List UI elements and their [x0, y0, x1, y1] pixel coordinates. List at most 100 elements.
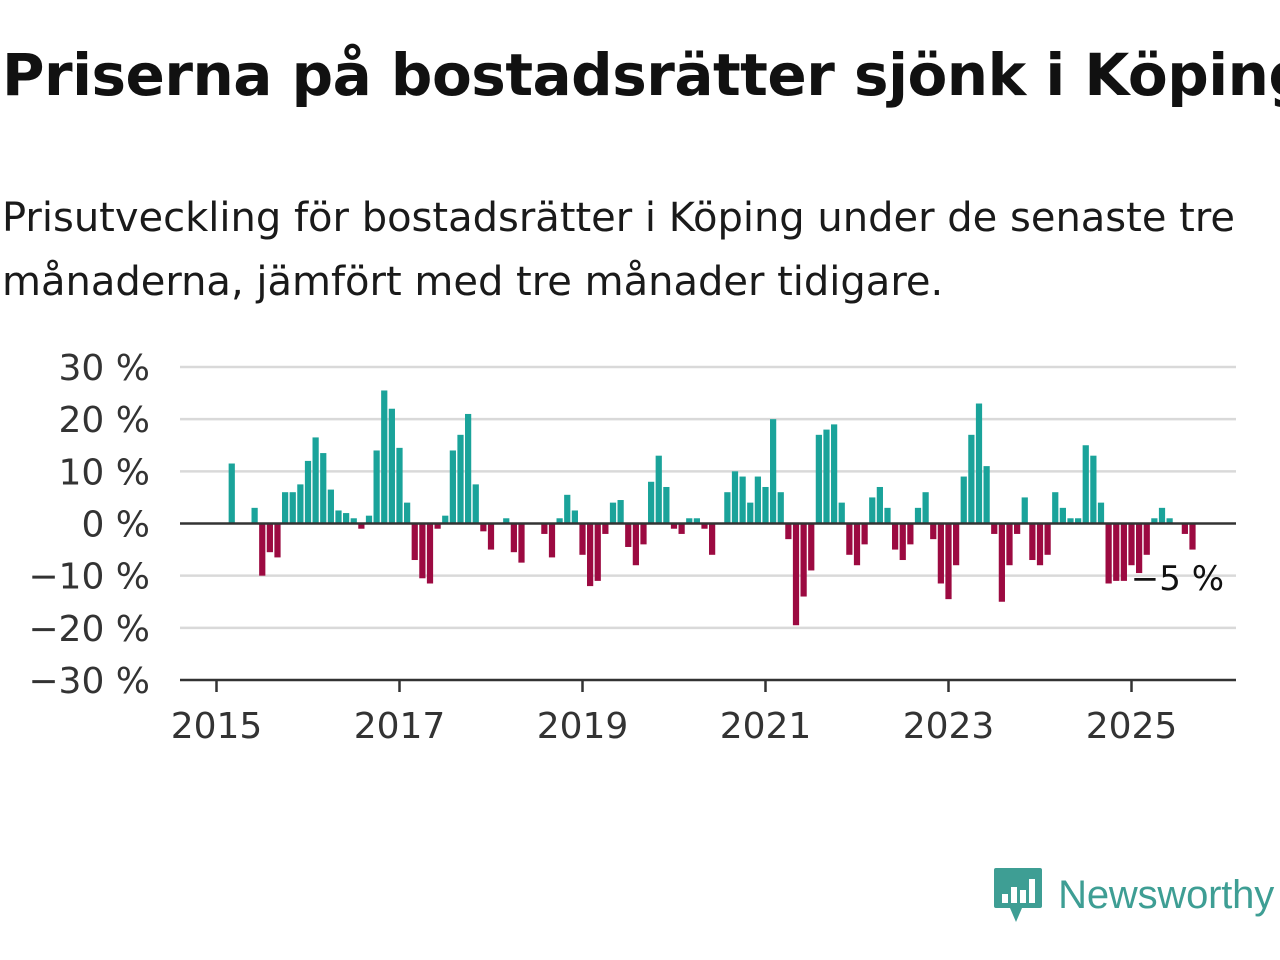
bar — [1105, 523, 1112, 584]
bar — [884, 507, 891, 524]
bar — [831, 424, 838, 524]
bar — [1143, 523, 1150, 555]
bar — [411, 523, 418, 561]
bar — [785, 523, 792, 540]
bar — [770, 419, 777, 524]
bar — [503, 518, 510, 524]
bar — [327, 489, 334, 524]
bar — [320, 453, 327, 524]
bar — [1036, 523, 1044, 566]
bar — [579, 523, 586, 555]
chart-title: Priserna på bostadsrätter sjönk i Köping — [2, 41, 1280, 109]
bar — [358, 523, 365, 529]
bar — [1006, 523, 1013, 566]
bar — [365, 515, 373, 524]
bar — [609, 502, 617, 524]
bar — [259, 523, 266, 576]
bar — [396, 447, 403, 524]
bar — [571, 510, 578, 524]
bar — [373, 450, 380, 524]
bar — [480, 523, 487, 532]
bar — [472, 484, 479, 524]
bar — [266, 523, 273, 553]
bar — [1082, 445, 1089, 524]
bar — [289, 492, 296, 524]
bar — [792, 523, 800, 626]
bar — [556, 518, 563, 524]
bar — [648, 481, 655, 524]
bar — [983, 466, 990, 524]
bar — [1097, 502, 1105, 524]
bar — [731, 471, 739, 524]
bar-chart: 30 % 20 % 10 % 0 % −10 % −20 % −30 % 2015 2017 20… — [28, 348, 1236, 747]
bar — [1128, 523, 1135, 566]
bar — [747, 502, 754, 524]
x-tick-label: 2021 — [720, 706, 812, 747]
bar — [228, 463, 235, 524]
bar — [960, 476, 967, 524]
x-tick-label: 2015 — [171, 706, 263, 747]
bar — [762, 486, 769, 524]
bar — [465, 413, 472, 524]
bar — [686, 518, 693, 524]
bar — [518, 523, 525, 563]
bar — [457, 434, 464, 524]
bar — [541, 523, 548, 534]
bar — [1014, 523, 1021, 534]
bar — [274, 523, 281, 558]
bar — [899, 523, 906, 561]
last-value-label: −5 % — [1131, 559, 1224, 599]
brand-name: Newsworthy — [1058, 872, 1274, 917]
bar — [808, 523, 815, 571]
bar — [564, 494, 571, 524]
bar — [625, 523, 632, 547]
bar — [693, 518, 700, 524]
bar — [404, 502, 411, 524]
bar — [1158, 507, 1166, 524]
x-tick-label: 2025 — [1086, 706, 1178, 747]
bar — [602, 523, 609, 534]
bar — [1113, 523, 1120, 581]
bar — [251, 507, 258, 524]
bar — [587, 523, 594, 587]
bar — [670, 523, 678, 529]
bar — [754, 476, 761, 524]
bar — [442, 515, 449, 524]
bar — [709, 523, 716, 555]
x-tick-label: 2023 — [903, 706, 995, 747]
bar — [1090, 455, 1097, 524]
bar — [510, 523, 517, 553]
bar — [632, 523, 639, 566]
bar — [304, 460, 312, 524]
x-tick-label: 2017 — [354, 706, 446, 747]
bar — [655, 455, 662, 524]
bar — [968, 434, 975, 524]
bar — [1189, 523, 1196, 550]
bar — [381, 390, 388, 524]
bar — [594, 523, 601, 581]
bar — [282, 492, 289, 524]
bar — [548, 523, 556, 558]
bar — [991, 523, 998, 534]
bar — [892, 523, 899, 550]
bar — [426, 523, 434, 584]
bar — [930, 523, 937, 540]
bar — [1052, 492, 1059, 524]
bar — [1075, 518, 1082, 524]
bar — [1120, 523, 1127, 581]
bar — [945, 523, 952, 600]
bar — [1166, 518, 1173, 524]
newsworthy-logo-icon — [994, 868, 1043, 922]
y-tick-label: −20 % — [28, 609, 150, 650]
bar — [907, 523, 914, 545]
y-tick-label: −10 % — [28, 557, 150, 598]
bar — [1029, 523, 1036, 561]
y-tick-label: 0 % — [81, 505, 150, 546]
bar — [937, 523, 944, 584]
bar — [815, 434, 822, 524]
bar — [388, 408, 395, 524]
bar — [861, 523, 868, 545]
bar — [701, 523, 708, 529]
bar — [953, 523, 960, 566]
bar — [678, 523, 685, 534]
